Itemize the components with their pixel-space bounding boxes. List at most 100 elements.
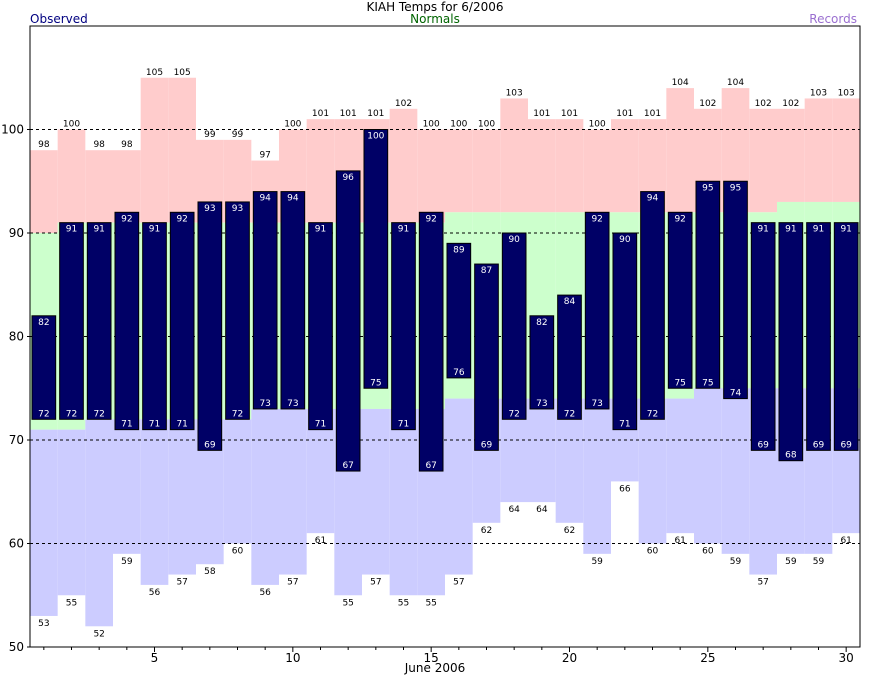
observed-high-label: 82 [38,318,49,328]
observed-low-label: 72 [564,409,575,419]
observed-low-label: 71 [121,420,132,430]
observed-bar [529,315,555,410]
observed-low-label: 72 [508,409,519,419]
record-low-label: 59 [813,557,825,567]
observed-bar [280,191,306,410]
observed-low-label: 74 [730,389,742,399]
observed-low-label: 75 [674,378,685,388]
observed-low-label: 71 [176,420,187,430]
observed-bar [750,222,776,451]
observed-high-label: 94 [259,194,271,204]
record-low-band [57,429,86,596]
observed-high-label: 87 [481,266,492,276]
observed-bar [197,201,223,451]
record-high-label: 100 [589,120,606,130]
observed-bar [501,232,527,420]
observed-high-label: 91 [93,225,104,235]
record-high-label: 101 [644,109,661,119]
record-low-label: 59 [121,557,133,567]
observed-high-label: 91 [785,225,796,235]
observed-high-label: 93 [232,204,243,214]
observed-high-label: 92 [591,214,602,224]
observed-bar [59,222,84,420]
observed-bar [252,191,278,410]
record-low-band [168,419,196,575]
record-low-band [528,398,556,503]
record-high-band [140,77,169,223]
observed-high-label: 92 [121,214,132,224]
y-tick-label: 60 [9,537,24,551]
observed-high-label: 91 [149,225,160,235]
record-low-band [362,408,390,575]
record-low-band [30,429,58,616]
record-high-label: 103 [810,88,827,98]
observed-low-label: 69 [757,440,769,450]
record-low-label: 55 [342,598,353,608]
observed-low-label: 69 [840,440,852,450]
observed-bar [391,222,416,431]
record-low-label: 61 [674,536,685,546]
observed-bar [584,211,610,410]
observed-high-label: 91 [398,225,409,235]
observed-low-label: 75 [702,378,713,388]
record-low-label: 62 [564,526,575,536]
record-low-label: 57 [370,578,381,588]
x-tick-label: 15 [424,651,439,665]
observed-high-label: 92 [176,214,187,224]
record-high-label: 98 [38,140,50,150]
observed-bar [474,263,499,451]
observed-bar [418,211,444,472]
observed-low-label: 71 [315,420,326,430]
x-tick-label: 10 [285,651,300,665]
record-low-label: 53 [38,619,49,629]
record-low-label: 57 [176,578,187,588]
observed-low-label: 72 [232,409,243,419]
observed-bar [446,242,472,379]
record-high-band [555,119,584,213]
record-high-band [472,129,501,213]
observed-bar [667,211,693,389]
record-low-label: 59 [730,557,742,567]
record-high-label: 97 [259,151,270,161]
observed-low-label: 68 [785,451,797,461]
record-low-band [694,388,722,544]
record-high-label: 100 [423,120,440,130]
record-high-band [30,150,58,233]
observed-high-label: 95 [730,183,741,193]
record-high-band [832,98,860,202]
observed-bar [695,180,721,389]
observed-bar [169,211,195,431]
record-high-label: 99 [232,130,244,140]
legend-normals: Normals [410,12,460,26]
observed-bar [723,180,748,400]
record-low-label: 60 [702,547,714,557]
observed-high-label: 84 [564,297,576,307]
record-low-band [223,419,252,544]
observed-low-label: 67 [425,461,436,471]
x-tick-label: 20 [562,651,577,665]
record-high-band [445,129,473,213]
record-high-band [777,108,805,202]
y-tick-label: 50 [9,640,24,654]
record-high-label: 102 [782,99,799,109]
record-high-label: 103 [506,88,523,98]
record-low-band [583,398,611,554]
record-low-band [85,419,113,627]
observed-high-label: 94 [287,194,299,204]
observed-high-label: 91 [66,225,77,235]
y-tick-label: 80 [9,330,24,344]
record-low-band [445,398,473,575]
record-high-label: 105 [146,68,163,78]
record-high-label: 101 [367,109,384,119]
record-high-band [611,119,639,213]
record-low-label: 61 [315,536,326,546]
y-tick-label: 70 [9,433,24,447]
observed-bar [86,222,112,420]
y-tick-label: 100 [1,123,24,137]
observed-bar [778,222,804,462]
record-low-label: 59 [785,557,797,567]
x-axis-label: June 2006 [404,661,466,675]
observed-bar [225,201,250,420]
record-high-label: 100 [284,120,301,130]
observed-bar [612,232,638,431]
